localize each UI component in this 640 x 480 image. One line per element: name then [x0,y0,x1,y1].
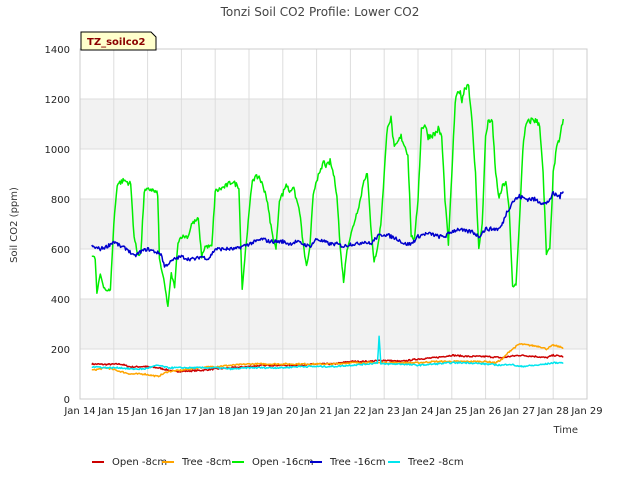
x-tick-label: Jan 20 [266,406,298,417]
y-tick-label: 1200 [45,95,70,106]
series-lines [91,83,565,378]
x-tick-label: Jan 15 [97,406,129,417]
y-axis-label: Soil CO2 (ppm) [9,187,20,263]
plot-band [80,299,587,349]
x-tick-label: Jan 14 [63,406,95,417]
x-tick-label: Jan 16 [131,406,163,417]
x-tick-label: Jan 27 [503,406,535,417]
legend: Open -8cm Tree -8cm Open -16cm Tree -16cm Tr… [92,457,464,468]
x-tick-labels: Jan 14 Jan 15 Jan 16 Jan 17 Jan 18 Jan 19 Jan … [63,406,602,417]
x-tick-label: Jan 22 [334,406,366,417]
series-line-open-16cm [91,83,565,308]
series-line-tree2-8cm [91,335,564,371]
y-tick-labels: 0 200 400 600 800 1000 1200 1400 [45,45,70,406]
y-tick-label: 1400 [45,45,70,56]
y-tick-label: 800 [51,195,70,206]
y-tick-label: 1000 [45,145,70,156]
site-badge: TZ_soilco2 [80,31,157,51]
x-tick-label: Jan 24 [401,406,433,417]
site-badge-box [80,31,157,51]
x-tick-label: Jan 29 [570,406,602,417]
y-tick-label: 200 [51,345,70,356]
x-tick-label: Jan 26 [469,406,501,417]
x-tick-label: Jan 28 [537,406,569,417]
y-tick-label: 400 [51,295,70,306]
series-line-tree-8cm [91,343,564,378]
legend-label-tree2-8cm: Tree2 -8cm [407,457,464,468]
x-tick-label: Jan 17 [165,406,197,417]
chart-title: Tonzi Soil CO2 Profile: Lower CO2 [220,5,420,19]
series-line-tree-16cm [91,190,564,268]
legend-label-open-8cm: Open -8cm [112,457,167,468]
x-axis-label: Time [553,425,578,436]
y-tick-label: 600 [51,245,70,256]
legend-label-tree-16cm: Tree -16cm [329,457,386,468]
x-tick-label: Jan 25 [435,406,467,417]
x-tick-label: Jan 23 [368,406,400,417]
y-tick-label: 0 [64,395,70,406]
plot-frame [79,48,588,400]
plot-band [80,99,587,149]
legend-label-tree-8cm: Tree -8cm [181,457,231,468]
x-tick-label: Jan 21 [300,406,332,417]
plot-background [80,99,587,349]
x-tick-label: Jan 19 [232,406,264,417]
legend-label-open-16cm: Open -16cm [252,457,313,468]
x-tick-label: Jan 18 [199,406,231,417]
site-badge-label: TZ_soilco2 [87,37,146,48]
